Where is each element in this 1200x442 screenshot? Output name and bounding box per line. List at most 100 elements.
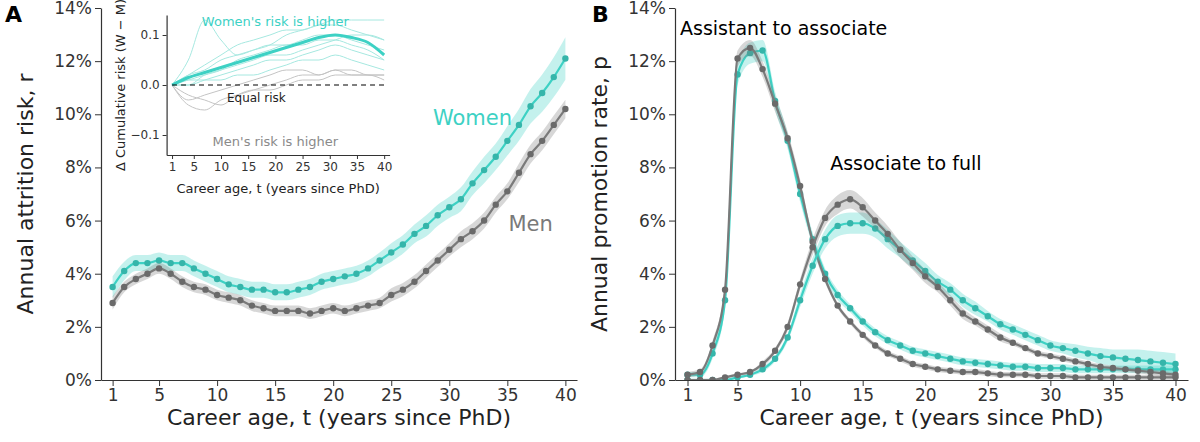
data-point [935,353,941,359]
tick: 10 [790,380,812,405]
data-point [734,371,740,377]
x-axis: 1510152025303540 [676,380,1189,405]
axis-line [676,380,1189,381]
data-point [1060,373,1066,379]
tick-mark [669,327,675,328]
data-point [109,284,115,290]
data-point [551,122,557,128]
plot-area [172,20,384,110]
data-point [834,223,840,229]
data-point [1147,369,1153,375]
tick-label: 40 [555,385,577,405]
data-point [365,265,371,271]
data-point [295,286,301,292]
data-point [872,329,878,335]
data-point [885,350,891,356]
data-point [859,204,865,210]
data-point [342,308,348,314]
confidence-band [113,37,566,300]
tick: 25 [381,380,403,405]
tick-label: 30 [439,385,461,405]
tick: 25 [295,155,310,174]
series-label: Men [508,212,552,236]
tick: 10 [207,380,229,405]
tick: 40 [377,155,392,174]
data-point [935,366,941,372]
tick-label: 25 [295,160,310,174]
data-point [847,220,853,226]
data-point [897,247,903,253]
tick: 1 [108,380,119,405]
tick-label: 12% [54,51,92,71]
tick-label: 4% [639,264,666,284]
data-point [709,377,715,380]
y-axis: −0.10.00.1 [130,16,167,156]
y-axis: 0%2%4%6%8%10%12%14% [628,0,675,390]
data-point [947,286,953,292]
data-point [249,302,255,308]
tick-label: 15 [241,160,256,174]
data-point [797,297,803,303]
confidence-band [688,40,1176,377]
data-point [1035,365,1041,371]
data-point [434,212,440,218]
data-point [972,318,978,324]
data-point [400,286,406,292]
data-point [684,377,690,380]
tick-label: −0.1 [130,128,159,142]
tick-mark [669,167,675,168]
axis-line [101,9,102,381]
y-axis-title: Annual promotion rate, p [587,56,612,332]
data-point [960,297,966,303]
data-point [1097,374,1103,380]
data-point [897,342,903,348]
data-point [1072,374,1078,380]
tick-label: 40 [1165,385,1187,405]
data-point [1072,358,1078,364]
axis-line [167,16,168,156]
data-point [960,310,966,316]
data-point [822,236,828,242]
data-point [1085,350,1091,356]
tick-mark [669,61,675,62]
series-line [688,223,1176,380]
data-point [121,268,127,274]
data-point [960,369,966,375]
panel: 1510152025303540−0.10.00.1Career age, t … [113,0,393,196]
tick: 15 [241,155,256,174]
tick: 15 [265,380,287,405]
data-point [237,284,243,290]
data-point [527,151,533,157]
data-point [859,318,865,324]
tick: 0% [65,370,101,390]
data-point [1072,366,1078,372]
series-line [172,75,384,105]
tick-label: 1 [683,385,694,405]
data-point [214,276,220,282]
data-point [772,348,778,354]
x-axis-title: Career age, t (years since PhD) [759,405,1103,430]
data-point [284,308,290,314]
tick-label: 35 [350,160,365,174]
tick: 40 [555,380,577,405]
data-point [822,276,828,282]
data-point [910,260,916,266]
data-point [156,257,162,263]
data-point [1122,366,1128,372]
tick-label: 8% [639,157,666,177]
tick: 30 [439,380,461,405]
data-point [847,305,853,311]
tick: 25 [977,380,999,405]
data-point [960,358,966,364]
data-point [935,284,941,290]
data-point [797,183,803,189]
data-point [539,90,545,96]
tick-label: 20 [268,160,283,174]
tick-label: 15 [265,385,287,405]
tick-mark [95,274,101,275]
panel-label: B [592,2,609,27]
data-point [423,223,429,229]
tick: 20 [915,380,937,405]
tick-label: 20 [915,385,937,405]
data-point [1072,348,1078,354]
